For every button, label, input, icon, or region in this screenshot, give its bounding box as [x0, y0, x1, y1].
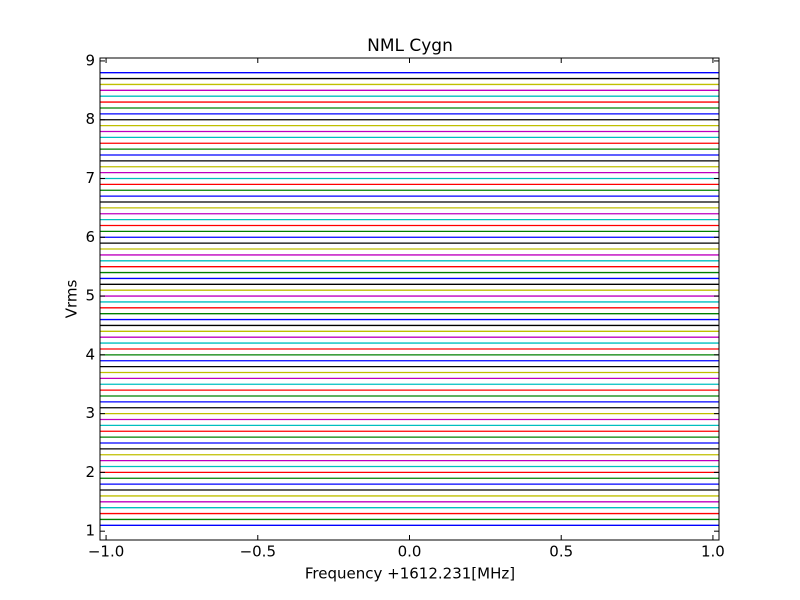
- x-axis-label: Frequency +1612.231[MHz]: [305, 565, 515, 583]
- y-tick-label: 6: [85, 228, 95, 246]
- y-tick-label: 7: [85, 169, 95, 187]
- y-tick-label: 2: [85, 463, 95, 481]
- x-tick-label: 0.0: [398, 543, 422, 561]
- x-tick-label: 1.0: [701, 543, 725, 561]
- y-axis-label: Vrms: [63, 280, 81, 319]
- y-tick-label: 3: [85, 404, 95, 422]
- x-tick-label: −1.0: [88, 543, 124, 561]
- y-tick-label: 4: [85, 345, 95, 363]
- y-tick-label: 9: [85, 51, 95, 69]
- y-tick-label: 1: [85, 522, 95, 540]
- x-tick-label: −0.5: [240, 543, 276, 561]
- plot-frame: [99, 57, 720, 541]
- y-tick-label: 8: [85, 110, 95, 128]
- x-tick-label: 0.5: [549, 543, 573, 561]
- chart-title: NML Cygn: [367, 36, 453, 56]
- y-tick-label: 5: [85, 287, 95, 305]
